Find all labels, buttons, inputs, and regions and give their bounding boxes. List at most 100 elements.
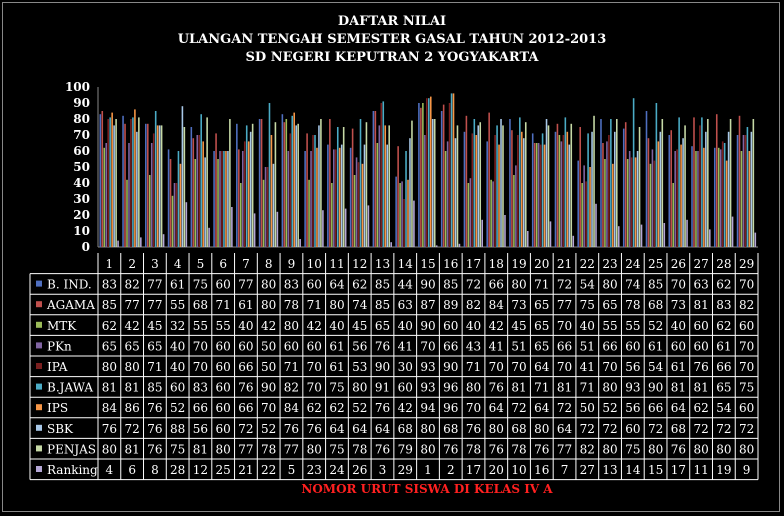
x-tick-label: 6 bbox=[219, 257, 227, 271]
bar bbox=[274, 122, 277, 247]
bar bbox=[340, 144, 343, 247]
bar bbox=[105, 143, 108, 247]
bar bbox=[500, 119, 502, 247]
bar bbox=[152, 133, 155, 247]
data-label: 52 bbox=[352, 401, 367, 415]
data-label: 80 bbox=[739, 442, 754, 456]
bar bbox=[386, 144, 389, 247]
bar bbox=[353, 175, 356, 247]
data-label: 42 bbox=[489, 319, 504, 333]
data-label: 76 bbox=[534, 442, 549, 456]
bar bbox=[663, 223, 666, 247]
data-label: 20 bbox=[489, 463, 504, 477]
data-label: 76 bbox=[489, 442, 504, 456]
data-label: 51 bbox=[511, 339, 526, 353]
data-label: 40 bbox=[466, 319, 481, 333]
bar bbox=[223, 151, 225, 247]
bar bbox=[297, 123, 299, 247]
data-label: 7 bbox=[561, 463, 569, 477]
data-label: 62 bbox=[716, 319, 731, 333]
data-label: 74 bbox=[625, 278, 641, 292]
bar bbox=[291, 115, 294, 247]
bar bbox=[349, 147, 352, 247]
data-label: 72 bbox=[716, 422, 731, 436]
bar bbox=[541, 133, 544, 247]
data-label: 70 bbox=[489, 360, 504, 374]
bar bbox=[713, 147, 716, 247]
data-label: 55 bbox=[625, 319, 640, 333]
bar bbox=[422, 103, 424, 247]
data-label: 72 bbox=[511, 401, 526, 415]
data-label: 41 bbox=[398, 339, 413, 353]
data-label: 61 bbox=[170, 278, 185, 292]
x-tick-label: 11 bbox=[329, 257, 344, 271]
bar bbox=[145, 123, 147, 247]
bar bbox=[672, 183, 674, 247]
bar bbox=[653, 160, 656, 247]
data-label: 60 bbox=[739, 401, 754, 415]
data-label: 13 bbox=[602, 463, 617, 477]
y-tick-label: 30 bbox=[73, 192, 90, 206]
bar bbox=[450, 93, 453, 248]
x-tick-label: 14 bbox=[398, 257, 414, 271]
bar bbox=[522, 138, 525, 247]
x-tick-label: 21 bbox=[557, 257, 572, 271]
bar bbox=[413, 200, 415, 247]
bar bbox=[258, 119, 261, 247]
bar bbox=[304, 151, 306, 247]
bar bbox=[429, 96, 432, 247]
bar bbox=[334, 149, 337, 247]
data-label: 42 bbox=[261, 319, 276, 333]
data-label: 83 bbox=[102, 278, 117, 292]
y-tick-label: 50 bbox=[73, 160, 90, 174]
data-label: 83 bbox=[193, 381, 208, 395]
data-label: 70 bbox=[420, 339, 435, 353]
bar bbox=[314, 135, 316, 247]
bar bbox=[251, 123, 254, 247]
bar bbox=[124, 123, 126, 247]
bar bbox=[717, 147, 720, 247]
data-label: 8 bbox=[151, 463, 159, 477]
data-label: 76 bbox=[284, 422, 299, 436]
bar bbox=[310, 151, 312, 247]
data-label: 76 bbox=[147, 401, 162, 415]
bar bbox=[357, 162, 360, 247]
legend-swatch bbox=[36, 424, 42, 431]
data-label: 60 bbox=[284, 339, 299, 353]
data-label: 73 bbox=[511, 298, 526, 312]
bar bbox=[405, 151, 407, 247]
data-label: 78 bbox=[261, 442, 276, 456]
data-label: 70 bbox=[739, 360, 754, 374]
data-label: 43 bbox=[466, 339, 481, 353]
data-label: 81 bbox=[693, 381, 708, 395]
data-label: 75 bbox=[739, 381, 754, 395]
bar bbox=[240, 183, 242, 247]
data-label: 71 bbox=[284, 360, 299, 374]
bar bbox=[498, 144, 500, 247]
bar bbox=[318, 125, 320, 247]
data-label: 52 bbox=[602, 401, 617, 415]
bar bbox=[322, 210, 324, 247]
data-label: 44 bbox=[398, 278, 414, 292]
data-label: 77 bbox=[147, 278, 162, 292]
data-label: 90 bbox=[375, 360, 390, 374]
data-label: 81 bbox=[511, 381, 526, 395]
bar bbox=[562, 135, 565, 247]
data-label: 72 bbox=[739, 422, 754, 436]
data-label: 85 bbox=[375, 298, 390, 312]
legend-label: B.JAWA bbox=[47, 381, 93, 395]
bar bbox=[651, 149, 654, 247]
bar bbox=[731, 216, 734, 247]
data-label: 70 bbox=[466, 401, 481, 415]
bar bbox=[602, 143, 604, 247]
bar bbox=[634, 157, 637, 247]
bar bbox=[351, 128, 354, 247]
bar bbox=[245, 125, 248, 247]
bar bbox=[160, 125, 163, 247]
data-label: 77 bbox=[147, 298, 162, 312]
data-label: 55 bbox=[170, 298, 185, 312]
data-label: 63 bbox=[398, 298, 413, 312]
data-label: 68 bbox=[671, 422, 686, 436]
data-label: 93 bbox=[420, 381, 435, 395]
bar bbox=[477, 125, 480, 247]
